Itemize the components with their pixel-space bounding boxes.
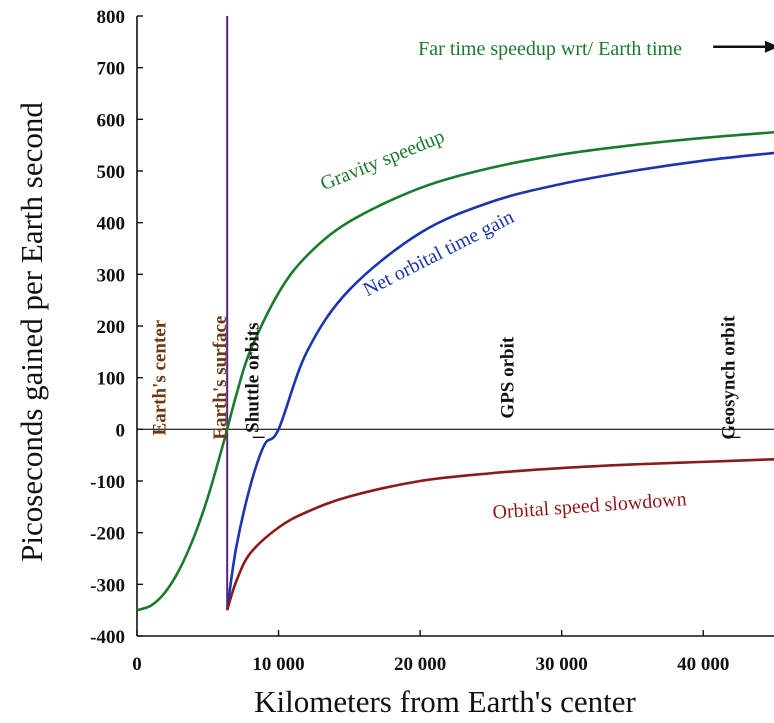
y-axis-label: Picoseconds gained per Earth second bbox=[14, 102, 49, 562]
axes: 800 700 600 500 400 300 200 100 0 -100 -200 -300 -40… bbox=[90, 7, 774, 675]
series-orbital-speed-slowdown bbox=[225, 458, 774, 611]
annotation-earths-center: Earth's center bbox=[149, 319, 170, 435]
annotation-far-time-speedup: Far time speedup wrt/ Earth time bbox=[418, 38, 682, 60]
x-tick-label: 40 000 bbox=[677, 654, 729, 675]
y-tick-label: 0 bbox=[116, 420, 126, 441]
y-tick-label: 600 bbox=[97, 110, 126, 131]
y-tick-label: -100 bbox=[90, 472, 125, 493]
y-tick-label: 500 bbox=[97, 162, 126, 183]
annotation-orbital-slowdown-label: Orbital speed slowdown bbox=[492, 488, 687, 524]
y-tick-label: 200 bbox=[97, 317, 126, 338]
curves bbox=[136, 16, 774, 612]
y-tick-label: 100 bbox=[97, 369, 126, 390]
far-time-arrow-head bbox=[764, 40, 774, 53]
y-tick-label: -200 bbox=[90, 524, 125, 545]
x-tick-label: 20 000 bbox=[394, 654, 446, 675]
y-tick-label: 700 bbox=[97, 59, 126, 80]
x-tick-label: 10 000 bbox=[252, 654, 304, 675]
y-tick-label: 400 bbox=[97, 214, 126, 235]
series-net-orbital-time-gain bbox=[225, 151, 774, 611]
annotation-geosynch-orbit: Geosynch orbit bbox=[718, 315, 739, 440]
annotation-shuttle-orbits: Shuttle orbits bbox=[243, 323, 264, 433]
annotation-gps-orbit: GPS orbit bbox=[498, 336, 519, 418]
annotation-earths-surface: Earth's surface bbox=[210, 316, 231, 440]
chart-labels: Earth's center Earth's surface Shuttle orb… bbox=[149, 38, 774, 524]
y-tick-label: 800 bbox=[97, 7, 126, 28]
series-gravity-speedup bbox=[136, 130, 774, 612]
y-tick-label: -400 bbox=[90, 627, 125, 648]
x-tick-label: 30 000 bbox=[536, 654, 588, 675]
y-tick-label: 300 bbox=[97, 265, 126, 286]
annotation-net-orbital-label: Net orbital time gain bbox=[360, 206, 518, 301]
y-tick-label: -300 bbox=[90, 575, 125, 596]
x-axis-label: Kilometers from Earth's center bbox=[254, 684, 636, 719]
x-tick-label: 0 bbox=[132, 654, 142, 675]
